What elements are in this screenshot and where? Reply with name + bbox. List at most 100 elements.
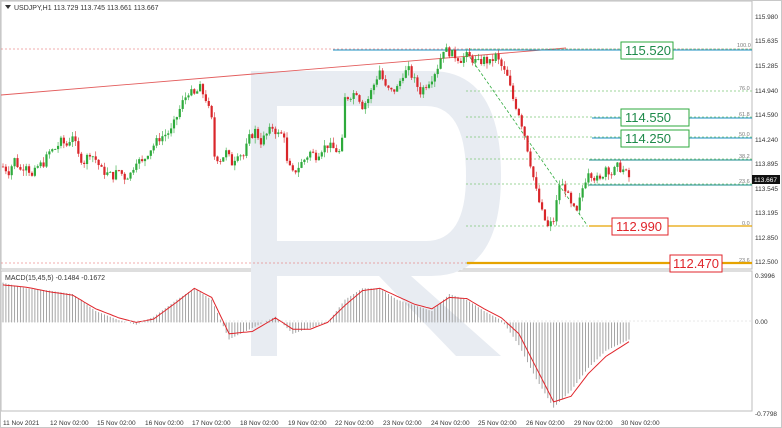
label-114550[interactable]: 114.550: [620, 108, 690, 127]
candle-body: [584, 182, 587, 189]
fib-label-76: 76.0: [739, 86, 750, 92]
candle-body: [575, 205, 578, 211]
time-label: 22 Nov 02:00: [335, 420, 374, 427]
candle-body: [451, 49, 454, 57]
time-label: 19 Nov 02:00: [288, 420, 327, 427]
label-112470[interactable]: 112.470: [669, 254, 723, 273]
label-112990[interactable]: 112.990: [611, 217, 669, 236]
dropdown-triangle-icon[interactable]: [5, 5, 11, 9]
time-label: 23 Nov 02:00: [383, 420, 422, 427]
candle-body: [16, 158, 19, 168]
label-114250[interactable]: 114.250: [620, 129, 690, 148]
candle-body: [361, 101, 364, 110]
candle-body: [607, 167, 610, 175]
macd-tick: 0.3996: [755, 273, 775, 280]
candle-body: [468, 52, 471, 57]
candle-body: [338, 151, 341, 153]
price-axis[interactable]: 115.980 115.635 115.285 114.940 114.590 …: [755, 14, 778, 266]
candle-body: [393, 89, 396, 92]
candle-body: [569, 192, 573, 204]
candle-body: [10, 166, 13, 176]
candle-body: [413, 77, 416, 79]
candle-body: [549, 221, 552, 227]
candle-body: [619, 162, 622, 173]
candle-body: [100, 165, 103, 167]
candle-body: [491, 59, 494, 62]
candle-body: [97, 159, 100, 166]
candle-body: [74, 136, 77, 142]
time-axis[interactable]: 11 Nov 2021 12 Nov 02:00 15 Nov 02:00 16…: [3, 420, 660, 427]
candle-body: [480, 58, 483, 64]
candle-body: [259, 138, 263, 145]
candle-body: [500, 59, 503, 67]
candle-body: [514, 98, 518, 109]
candle-body: [112, 171, 115, 180]
candle-body: [33, 167, 36, 176]
candle-body: [62, 137, 65, 144]
macd-axis[interactable]: 0.3996 0.00 -0.7798: [755, 273, 777, 418]
candle-body: [387, 85, 390, 88]
candle-body: [396, 86, 399, 92]
candle-body: [593, 177, 596, 181]
time-label: 12 Nov 02:00: [50, 420, 89, 427]
label-114550-text: 114.550: [625, 110, 671, 125]
candle-body: [80, 153, 83, 163]
macd-histogram: [2, 282, 630, 408]
candle-body: [25, 166, 28, 171]
candle-body: [540, 202, 544, 210]
candle-body: [343, 97, 347, 138]
time-label: 25 Nov 02:00: [478, 420, 517, 427]
label-115520-text: 115.520: [625, 43, 671, 58]
candle-body: [178, 108, 181, 118]
candle-body: [274, 128, 277, 135]
candle-body: [169, 128, 173, 134]
candle-body: [320, 152, 323, 157]
price-candles[interactable]: [1, 43, 631, 232]
candle-body: [77, 141, 80, 154]
fib-label-100: 100.0: [737, 43, 751, 49]
candle-body: [407, 66, 410, 71]
candle-body: [477, 58, 480, 60]
candle-body: [401, 77, 405, 81]
current-price-tag: 113.667: [752, 175, 780, 184]
candle-body: [42, 162, 45, 167]
candle-body: [314, 152, 318, 161]
time-label: 30 Nov 02:00: [621, 420, 660, 427]
candle-body: [346, 97, 349, 100]
candle-body: [242, 155, 245, 157]
price-tick: 114.240: [755, 137, 778, 144]
candle-body: [381, 70, 384, 80]
candle-body: [520, 115, 523, 127]
symbol-header[interactable]: USDJPY,H1 113.729 113.745 113.661 113.66…: [5, 5, 159, 12]
candle-body: [91, 156, 94, 158]
macd-tick: 0.00: [755, 319, 768, 326]
candle-body: [427, 84, 431, 88]
label-115520[interactable]: 115.520: [620, 41, 674, 60]
candle-body: [485, 56, 489, 64]
time-label: 17 Nov 02:00: [192, 420, 231, 427]
candle-body: [152, 145, 155, 151]
candle-body: [601, 176, 605, 179]
candle-body: [288, 160, 292, 166]
macd-tick: -0.7798: [755, 411, 777, 418]
candle-body: [561, 184, 564, 186]
candle-body: [138, 159, 141, 164]
candle-body: [300, 162, 303, 168]
candle-body: [94, 156, 97, 160]
candle-body: [39, 162, 42, 167]
candle-body: [1, 166, 5, 168]
trend-line[interactable]: [1, 47, 567, 96]
candle-body: [280, 132, 283, 134]
candle-body: [616, 162, 619, 167]
candle-body: [201, 84, 205, 95]
candle-body: [245, 143, 248, 156]
candle-body: [146, 155, 150, 159]
candle-body: [555, 200, 558, 222]
candle-body: [126, 178, 129, 180]
price-tick: 112.850: [755, 235, 778, 242]
candle-body: [85, 154, 89, 165]
fib-label-0: 0.0: [742, 221, 750, 227]
candle-body: [210, 105, 213, 118]
